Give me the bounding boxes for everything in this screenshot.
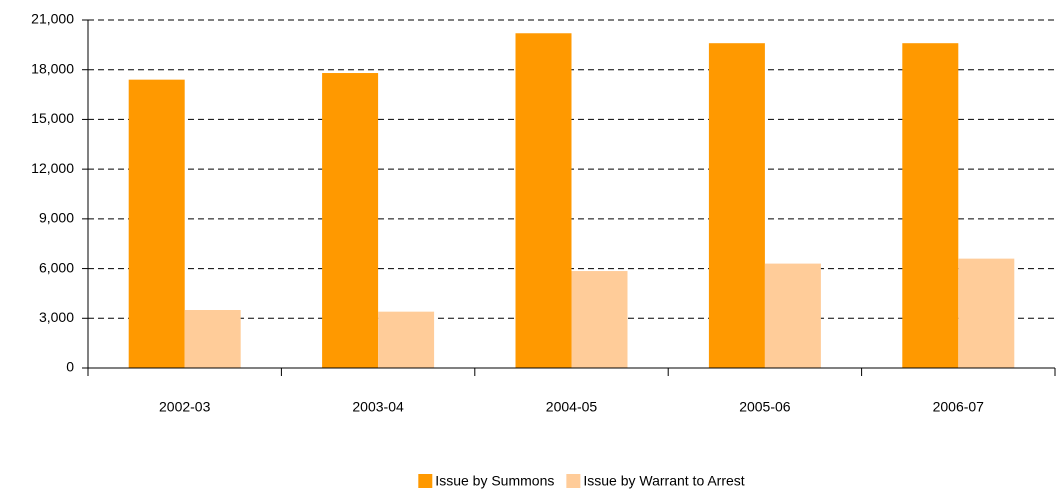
bar	[184, 310, 241, 368]
x-tick-label: 2002-03	[159, 399, 211, 415]
bar	[764, 263, 821, 368]
bar	[322, 73, 379, 369]
y-tick-label: 6,000	[39, 259, 74, 275]
bar	[378, 311, 435, 368]
bar	[128, 79, 185, 369]
bar	[902, 43, 959, 368]
y-tick-label: 15,000	[31, 110, 74, 126]
bar	[515, 33, 572, 368]
x-tick-label: 2003-04	[352, 399, 404, 415]
bar	[571, 271, 628, 368]
y-tick-label: 21,000	[31, 11, 74, 27]
y-tick-label: 9,000	[39, 210, 74, 226]
legend-swatch	[418, 474, 433, 488]
bar	[958, 258, 1015, 368]
legend-swatch	[566, 474, 581, 488]
y-tick-label: 0	[66, 359, 74, 375]
bar	[708, 43, 765, 368]
legend-label: Issue by Warrant to Arrest	[583, 473, 744, 489]
y-tick-label: 18,000	[31, 60, 74, 76]
x-tick-label: 2005-06	[739, 399, 791, 415]
legend-label: Issue by Summons	[435, 473, 554, 489]
y-tick-label: 3,000	[39, 309, 74, 325]
x-tick-label: 2004-05	[546, 399, 598, 415]
x-tick-label: 2006-07	[933, 399, 985, 415]
y-tick-label: 12,000	[31, 160, 74, 176]
legend: Issue by Summons Issue by Warrant to Arre…	[418, 473, 745, 489]
